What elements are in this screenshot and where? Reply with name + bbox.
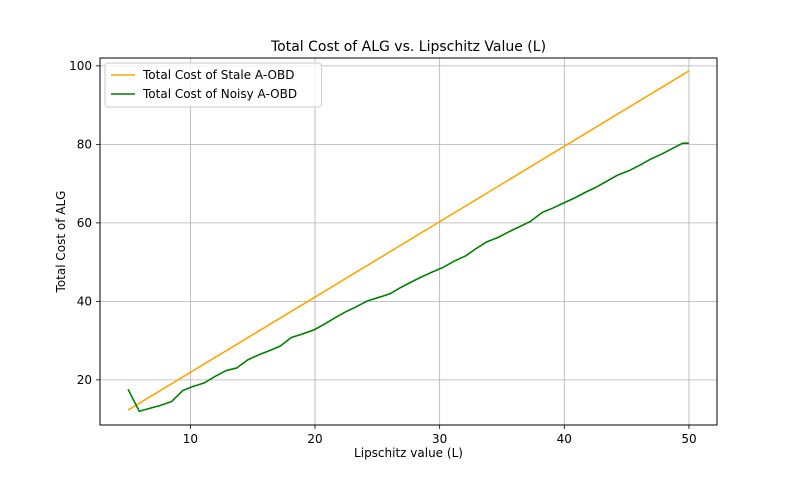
legend-label-1: Total Cost of Stale A-OBD bbox=[142, 68, 294, 82]
x-tick-label: 30 bbox=[432, 432, 447, 446]
x-tick-label: 10 bbox=[183, 432, 198, 446]
y-tick-label: 40 bbox=[77, 294, 92, 308]
ticks: 10 20 30 40 50 20 40 60 80 100 bbox=[69, 59, 697, 446]
grid bbox=[100, 58, 717, 425]
y-tick-label: 20 bbox=[77, 373, 92, 387]
series-line-2 bbox=[127, 142, 689, 413]
series-line-1 bbox=[127, 70, 690, 411]
y-tick-label: 60 bbox=[77, 216, 92, 230]
legend-label-2: Total Cost of Noisy A-OBD bbox=[142, 87, 297, 101]
x-tick-label: 20 bbox=[307, 432, 322, 446]
x-axis-label: Lipschitz value (L) bbox=[354, 446, 463, 460]
y-axis-label: Total Cost of ALG bbox=[54, 191, 68, 294]
y-tick-label: 100 bbox=[69, 59, 92, 73]
chart-title: Total Cost of ALG vs. Lipschitz Value (L… bbox=[270, 39, 546, 55]
axes-frame bbox=[99, 57, 718, 426]
legend: Total Cost of Stale A-OBD Total Cost of N… bbox=[104, 62, 322, 108]
x-tick-label: 40 bbox=[557, 432, 572, 446]
y-tick-label: 80 bbox=[77, 137, 92, 151]
x-tick-label: 50 bbox=[681, 432, 696, 446]
legend-box bbox=[104, 62, 322, 108]
series-lines bbox=[127, 70, 690, 413]
